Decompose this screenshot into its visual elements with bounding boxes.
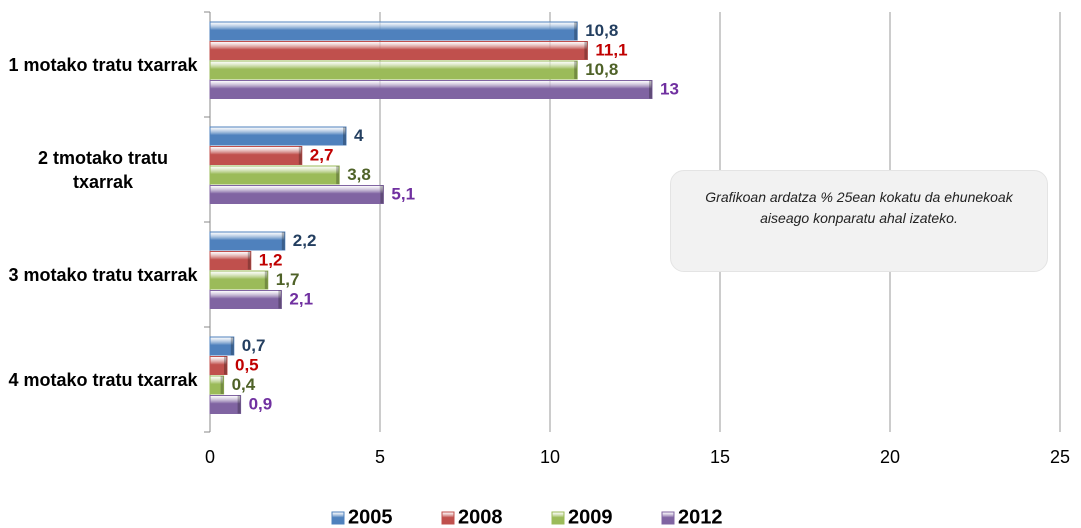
y-tick-label: 4 motako tratu txarrak <box>8 369 198 390</box>
bar <box>209 41 588 60</box>
bar-edge <box>574 22 578 40</box>
x-tick-label: 10 <box>540 447 560 467</box>
legend-swatch <box>331 511 345 525</box>
y-tick-label: 3 motako tratu txarrak <box>8 264 198 285</box>
data-label: 2,1 <box>289 290 313 309</box>
data-label: 3,8 <box>347 165 371 184</box>
bar-edge <box>298 146 302 165</box>
bar-edge <box>649 80 652 99</box>
data-label: 2,7 <box>310 146 334 165</box>
data-label: 0,9 <box>249 395 273 414</box>
bar-edge <box>574 61 578 79</box>
bar <box>209 185 384 204</box>
legend-swatch <box>551 511 565 525</box>
x-tick-label: 0 <box>205 447 215 467</box>
data-label: 5,1 <box>391 185 415 204</box>
bar <box>209 21 578 41</box>
x-tick-label: 15 <box>710 447 730 467</box>
x-tick-label: 25 <box>1050 447 1070 467</box>
bar-edge <box>230 337 234 355</box>
bar <box>209 126 347 146</box>
legend-label: 2009 <box>568 506 613 528</box>
bar <box>209 80 653 99</box>
legend-label: 2005 <box>348 506 393 528</box>
y-tick-label: 2 tmotako tratu txarrak <box>37 147 169 192</box>
data-label: 1,7 <box>276 270 300 289</box>
bar-edge <box>584 41 588 60</box>
bar <box>209 60 578 80</box>
bar <box>209 251 252 270</box>
data-label: 1,2 <box>259 251 283 270</box>
data-label: 0,7 <box>242 336 266 355</box>
x-tick-label: 20 <box>880 447 900 467</box>
bar-edge <box>278 290 282 309</box>
data-label: 10,8 <box>585 60 618 79</box>
bar <box>209 356 228 375</box>
data-label: 0,5 <box>235 356 259 375</box>
bar <box>209 146 303 165</box>
bar <box>209 231 286 251</box>
bar-edge <box>336 166 340 184</box>
legend-label: 2008 <box>458 506 503 528</box>
bar <box>209 375 225 395</box>
bar-edge <box>220 376 224 394</box>
bar <box>209 290 282 309</box>
legend-swatch <box>441 511 455 525</box>
bar-edge <box>343 127 346 145</box>
x-tick-label: 5 <box>375 447 385 467</box>
data-label: 2,2 <box>293 231 317 250</box>
bar-edge <box>380 185 384 204</box>
data-label: 10,8 <box>585 21 618 40</box>
annotation: Grafikoan ardatza % 25ean kokatu da ehun… <box>670 170 1048 272</box>
bar-edge <box>281 232 285 250</box>
legend-label: 2012 <box>678 506 723 528</box>
data-label: 11,1 <box>595 41 627 60</box>
bar-edge <box>237 395 241 414</box>
data-label: 0,4 <box>232 375 256 394</box>
data-label: 13 <box>660 80 679 99</box>
bar-edge <box>247 251 251 270</box>
legend-swatch <box>661 511 675 525</box>
bar-edge <box>264 271 268 289</box>
bar <box>209 270 269 290</box>
bar <box>209 395 242 414</box>
bar-edge <box>224 356 227 375</box>
bar <box>209 336 235 356</box>
data-label: 4 <box>354 126 364 145</box>
bar <box>209 165 340 185</box>
y-tick-label: 1 motako tratu txarrak <box>8 54 198 75</box>
